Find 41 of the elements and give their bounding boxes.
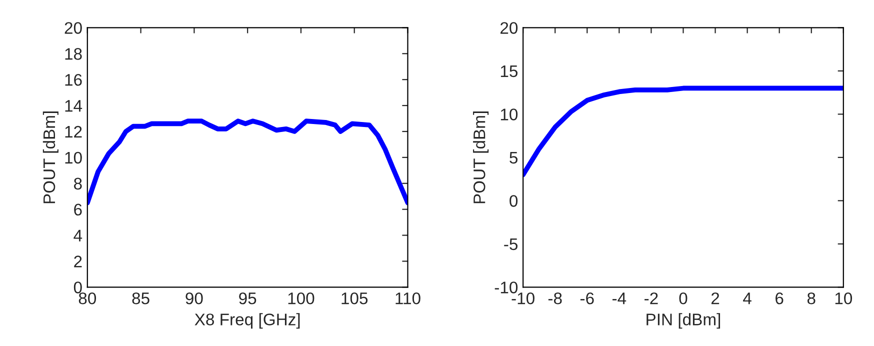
y-tick-label: 8 bbox=[74, 178, 82, 190]
x-tick-label: -6 bbox=[580, 292, 594, 304]
y-axis-title: POUT [dBm] bbox=[42, 112, 58, 204]
line-series bbox=[87, 118, 408, 206]
x-tick-label: -2 bbox=[644, 292, 658, 304]
y-axis-title: POUT [dBm] bbox=[473, 112, 489, 204]
y-tick-label: 10 bbox=[500, 108, 518, 120]
x-tick-label: 110 bbox=[396, 292, 420, 304]
y-tick-label: 6 bbox=[74, 204, 82, 216]
x-axis-title: PIN [dBm] bbox=[646, 313, 720, 329]
x-tick-label: 8 bbox=[807, 292, 816, 304]
x-tick-label: 0 bbox=[679, 292, 688, 304]
x-tick-label: 80 bbox=[78, 292, 96, 304]
y-tick-label: -5 bbox=[504, 238, 518, 250]
x-tick-label: 105 bbox=[342, 292, 368, 304]
y-tick-label: 0 bbox=[74, 282, 82, 294]
x-tick-label: 95 bbox=[239, 292, 256, 304]
y-tick-label: -10 bbox=[494, 282, 518, 294]
y-tick-label: 0 bbox=[510, 195, 518, 207]
y-tick-label: 4 bbox=[74, 230, 82, 242]
y-tick-label: 20 bbox=[64, 22, 82, 34]
x-tick-label: 2 bbox=[711, 292, 720, 304]
y-tick-label: 15 bbox=[500, 66, 518, 78]
y-tick-label: 20 bbox=[500, 22, 518, 34]
y-tick-label: 5 bbox=[510, 152, 518, 164]
y-tick-label: 12 bbox=[65, 126, 82, 138]
x-tick-label: 85 bbox=[132, 292, 150, 304]
y-tick-label: 14 bbox=[65, 100, 82, 112]
x-tick-label: -4 bbox=[612, 292, 626, 304]
y-tick-label: 10 bbox=[65, 152, 82, 164]
x-tick-label: 90 bbox=[186, 292, 203, 304]
y-tick-label: 16 bbox=[65, 74, 82, 86]
line-series bbox=[523, 86, 844, 178]
y-tick-label: 2 bbox=[74, 256, 82, 268]
x-tick-label: 6 bbox=[776, 292, 784, 304]
x-tick-label: 10 bbox=[835, 292, 852, 304]
x-axis-title: X8 Freq [GHz] bbox=[194, 313, 300, 329]
x-tick-label: 4 bbox=[743, 292, 752, 304]
y-tick-label: 18 bbox=[65, 48, 82, 60]
x-tick-label: -8 bbox=[548, 292, 562, 304]
x-tick-label: 100 bbox=[288, 292, 314, 304]
